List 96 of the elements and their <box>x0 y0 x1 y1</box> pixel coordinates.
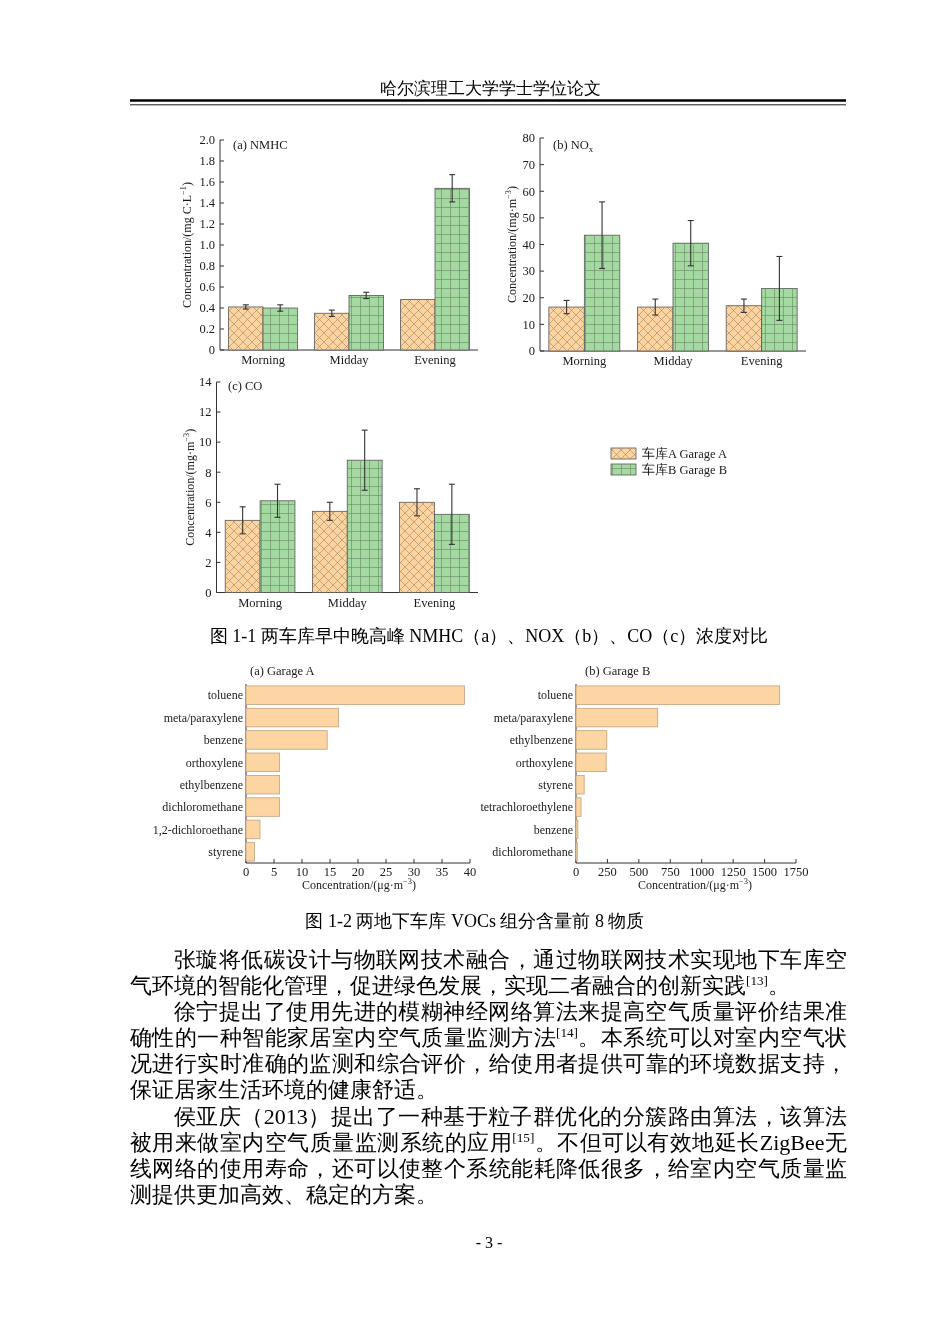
y-tick-label: 2 <box>205 555 212 570</box>
y-tick-label: 1,2-dichloroethane <box>152 822 243 837</box>
y-tick-label: orthoxylene <box>185 755 243 770</box>
x-tick-label: Morning <box>241 353 286 367</box>
y-tick-label: toluene <box>207 688 243 703</box>
text: 侯亚庆（2013）提出了一种基于粒子群优化的分簇路由算法，该算法被用来做室内空气质量监测系统的应用$^{[15]}$。不但可以有效地延长ZigBee无线网络的使用寿命，还可以使整个系统能耗降低很多，给室内空气质量监测提供更加高效、稳定的方案。 <box>130 1103 847 1208</box>
y-tick-label: 0.8 <box>199 259 215 274</box>
y-tick-label: dichloromethane <box>162 800 243 815</box>
y-tick-label: tetrachloroethylene <box>480 800 573 815</box>
bar <box>575 685 781 705</box>
bar <box>245 775 280 795</box>
x-tick-label: Midday <box>329 353 370 367</box>
y-tick-label: benzene <box>533 822 573 837</box>
legend-label: 车库A Garage A <box>642 447 728 461</box>
y-tick-label: 40 <box>522 237 535 252</box>
x-tick-label: Midday <box>653 354 694 368</box>
x-tick-label: 40 <box>463 865 477 879</box>
x-tick-label: 35 <box>435 865 449 879</box>
x-tick-label: Midday <box>327 595 368 610</box>
text: - 3 - <box>475 1234 503 1251</box>
x-tick-label: 1500 <box>752 865 778 879</box>
chart-title: (b) NO$_{x}$ <box>553 138 594 154</box>
x-tick-label: Evening <box>413 595 456 610</box>
legend-label: 车库B Garage B <box>642 463 728 477</box>
x-tick-label: 500 <box>629 865 649 879</box>
bar <box>245 752 280 772</box>
y-tick-label: 0.2 <box>199 322 215 337</box>
y-tick-label: 1.8 <box>199 154 215 169</box>
y-tick-label: 8 <box>205 465 212 480</box>
bar <box>245 685 465 705</box>
x-tick-label: 750 <box>660 865 680 879</box>
x-tick-label: 30 <box>407 865 421 879</box>
x-tick-label: Evening <box>740 354 784 368</box>
y-tick-label: 20 <box>522 291 535 306</box>
y-tick-label: toluene <box>537 688 573 703</box>
bar <box>575 752 607 772</box>
y-tick-label: 60 <box>522 184 535 199</box>
y-tick-label: ethylbenzene <box>179 777 243 792</box>
y-tick-label: 10 <box>522 317 535 332</box>
y-tick-label: 1.2 <box>199 217 215 232</box>
y-tick-label: ethylbenzene <box>509 733 573 748</box>
text: 哈尔滨理工大学学士学位论文 <box>379 79 601 98</box>
x-tick-label: 10 <box>295 865 309 879</box>
x-tick-label: 15 <box>323 865 337 879</box>
y-tick-label: 14 <box>199 375 213 390</box>
y-tick-label: dichloromethane <box>492 845 573 860</box>
x-tick-label: Evening <box>414 353 457 367</box>
y-tick-label: 80 <box>522 131 535 146</box>
x-tick-label: Morning <box>562 354 607 368</box>
y-tick-label: 1.0 <box>199 238 215 253</box>
x-tick-label: 1750 <box>783 865 809 879</box>
x-axis-title: Concentration/(μg·m$^{−3}$) <box>638 877 752 892</box>
bar <box>575 797 582 817</box>
bar <box>575 775 585 795</box>
y-tick-label: 4 <box>205 525 213 540</box>
y-tick-label: 10 <box>199 435 212 450</box>
x-tick-label: 5 <box>270 865 278 879</box>
y-tick-label: 70 <box>522 157 535 172</box>
y-tick-label: benzene <box>203 733 243 748</box>
y-tick-label: 0.6 <box>199 280 215 295</box>
x-tick-label: 250 <box>598 865 617 879</box>
text: 徐宁提出了使用先进的模糊神经网络算法来提高空气质量评价结果准确性的一种智能家居室内空气质量监测方法$^{[14]}$。本系统可以对室内空气状况进行实时准确的监测和综合评价，给使用者提供可靠的环境数据支持，保证居家生活环境的健康舒适。 <box>130 999 848 1104</box>
bar <box>575 707 659 728</box>
bar <box>245 797 280 817</box>
y-tick-label: 0 <box>205 585 212 600</box>
y-tick-label: 2.0 <box>199 133 215 148</box>
x-tick-label: 25 <box>379 865 393 879</box>
y-tick-label: 6 <box>205 495 212 510</box>
chart-title: (a) NMHC <box>233 138 288 152</box>
chart-title: (b) Garage B <box>585 664 651 678</box>
y-tick-label: 30 <box>522 264 535 279</box>
x-tick-label: 1000 <box>689 865 715 879</box>
chart-title: (a) Garage A <box>250 664 315 678</box>
x-tick-label: Morning <box>238 595 283 610</box>
x-tick-label: 1250 <box>720 865 746 879</box>
bar <box>575 730 608 750</box>
y-tick-label: orthoxylene <box>515 755 573 770</box>
x-axis-title: Concentration/(μg·m$^{−3}$) <box>302 877 416 892</box>
y-tick-label: 0.4 <box>199 301 216 316</box>
y-tick-label: 1.4 <box>199 196 216 211</box>
x-tick-label: 20 <box>351 865 365 879</box>
y-tick-label: 50 <box>522 211 535 226</box>
y-tick-label: meta/paraxylene <box>493 710 573 725</box>
y-tick-label: styrene <box>538 777 573 792</box>
text: 张璇将低碳设计与物联网技术融合，通过物联网技术实现地下车库空气环境的智能化管理，促进绿色发展，实现二者融合的创新实践$^{[13]}$。 <box>130 947 847 1000</box>
y-tick-label: styrene <box>208 845 243 860</box>
bar <box>245 819 261 840</box>
chart-title: (c) CO <box>228 379 263 393</box>
y-tick-label: 1.6 <box>199 175 215 190</box>
y-tick-label: 12 <box>199 405 212 420</box>
bar <box>245 842 255 862</box>
caption: 图 1-2 两地下车库 VOCs 组分含量前 8 物质 <box>305 911 645 931</box>
y-tick-label: meta/paraxylene <box>163 710 243 725</box>
bar <box>245 730 328 750</box>
bar <box>245 707 339 728</box>
caption: 图 1-1 两车库早中晚高峰 NMHC（a）、NOX（b）、CO（c）浓度对比 <box>209 626 769 646</box>
